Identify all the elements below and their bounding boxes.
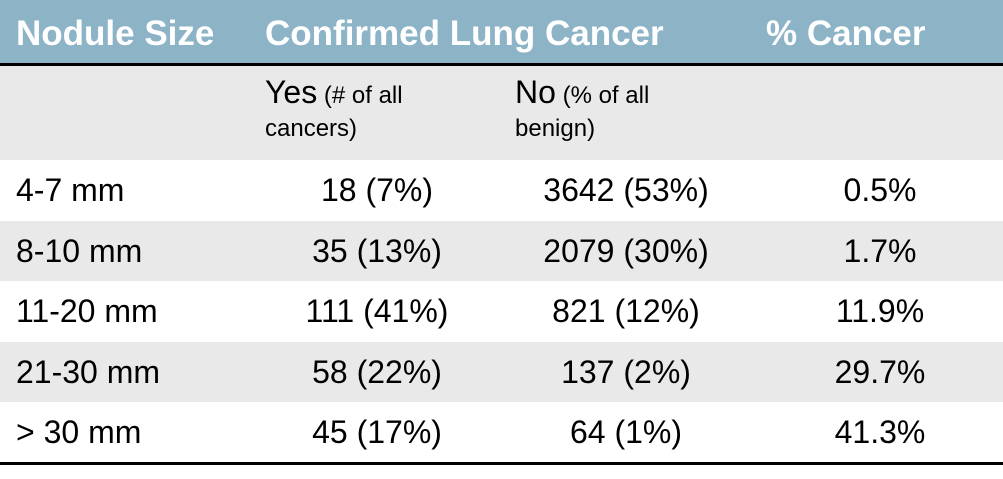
table-cell: 35 (13%) [312, 232, 442, 269]
row-label: 4-7 mm [16, 172, 125, 208]
table-cell: 2079 (30%) [543, 232, 709, 269]
table-cell: 18 (7%) [320, 172, 434, 208]
subheader-cell: No (% of all benign) [515, 76, 710, 145]
table-cell: 29.7% [834, 353, 926, 390]
table-row [0, 281, 1003, 342]
subheader-row [0, 66, 1003, 160]
subheader-note: (% of all benign) [515, 82, 650, 142]
column-header: Confirmed Lung Cancer [265, 14, 664, 53]
row-label: > 30 mm [16, 414, 142, 450]
table-cell: 58 (22%) [312, 353, 442, 390]
table-cell: 41.3% [834, 414, 926, 450]
table-row [0, 402, 1003, 463]
table-cell: 3642 (53%) [543, 172, 709, 208]
column-header: Nodule Size [16, 14, 215, 53]
table-cell: 821 (12%) [552, 293, 700, 329]
subheader-cell: Yes (# of all cancers) [265, 76, 460, 145]
table-row [0, 341, 1003, 403]
table-cell: 137 (2%) [561, 353, 691, 390]
header-rule [0, 63, 1003, 66]
table-cell: 45 (17%) [312, 414, 442, 450]
subheader-note: (# of all cancers) [265, 82, 403, 142]
header-row [0, 0, 1003, 63]
table-row [0, 160, 1003, 221]
table-cell: 11.9% [835, 293, 925, 329]
subheader-label: No [515, 74, 556, 110]
table-cell: 111 (41%) [305, 293, 449, 329]
subheader-label: Yes [265, 74, 318, 110]
row-label: 8-10 mm [16, 232, 143, 269]
column-header: % Cancer [766, 14, 926, 53]
table-row [0, 220, 1003, 282]
table-cell: 0.5% [843, 172, 917, 208]
row-label: 21-30 mm [16, 353, 161, 390]
bottom-rule [0, 462, 1003, 465]
row-label: 11-20 mm [16, 293, 158, 329]
table-cell: 1.7% [843, 232, 917, 269]
table-cell: 64 (1%) [569, 414, 683, 450]
